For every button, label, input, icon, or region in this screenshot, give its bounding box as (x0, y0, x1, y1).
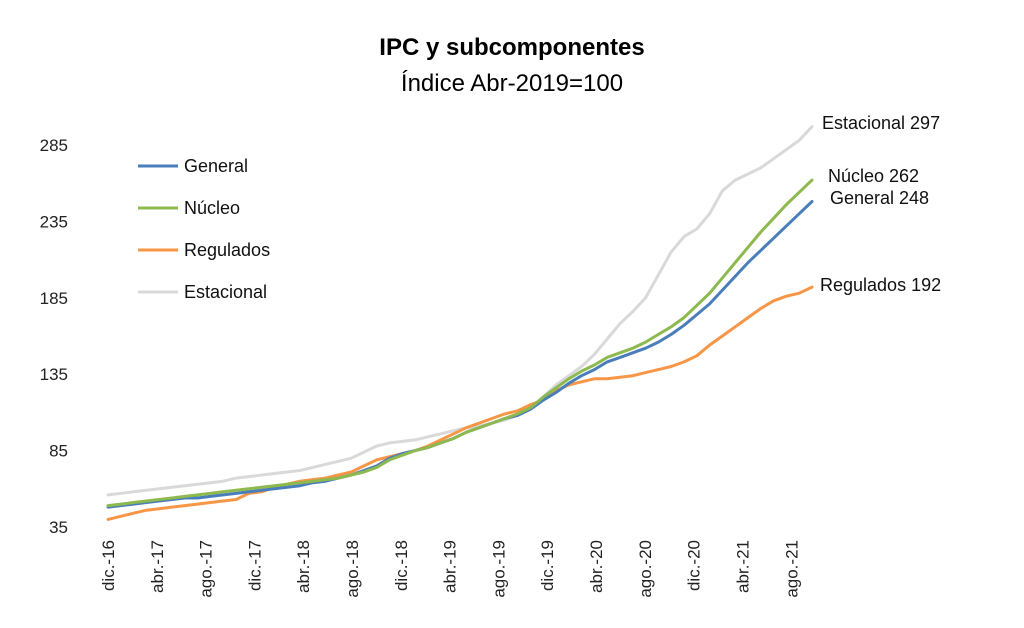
x-tick-label: dic.-18 (392, 540, 411, 591)
legend-label: Regulados (184, 240, 270, 260)
x-tick-label: abr.-18 (294, 540, 313, 593)
end-label-general: General 248 (830, 188, 929, 208)
x-tick-label: abr.-19 (441, 540, 460, 593)
end-label-núcleo: Núcleo 262 (828, 166, 919, 186)
x-tick-label: ago.-20 (636, 540, 655, 598)
x-tick-label: ago.-18 (343, 540, 362, 598)
end-label-regulados: Regulados 192 (820, 275, 941, 295)
x-tick-label: dic.-17 (245, 540, 264, 591)
x-tick-label: abr.-20 (587, 540, 606, 593)
y-tick-label: 285 (40, 136, 68, 155)
x-tick-label: dic.-19 (538, 540, 557, 591)
x-tick-label: abr.-21 (733, 540, 752, 593)
legend-label: Núcleo (184, 198, 240, 218)
chart-title: IPC y subcomponentes (379, 34, 645, 61)
chart-subtitle: Índice Abr-2019=100 (400, 70, 624, 97)
legend-label: General (184, 156, 248, 176)
series-line-estacional (106, 125, 814, 497)
y-tick-label: 235 (40, 212, 68, 231)
x-tick-label: dic.-16 (99, 540, 118, 591)
y-tick-label: 85 (49, 442, 68, 461)
y-tick-label: 35 (49, 518, 68, 537)
x-tick-label: ago.-19 (489, 540, 508, 598)
x-tick-label: ago.-17 (197, 540, 216, 598)
x-tick-label: ago.-21 (782, 540, 801, 598)
x-tick-label: dic.-20 (685, 540, 704, 591)
series-line-núcleo (106, 178, 814, 508)
y-tick-label: 185 (40, 289, 68, 308)
legend-label: Estacional (184, 282, 267, 302)
y-tick-label: 135 (40, 365, 68, 384)
end-label-estacional: Estacional 297 (822, 113, 940, 133)
x-tick-label: abr.-17 (148, 540, 167, 593)
series-line-regulados (106, 285, 814, 521)
